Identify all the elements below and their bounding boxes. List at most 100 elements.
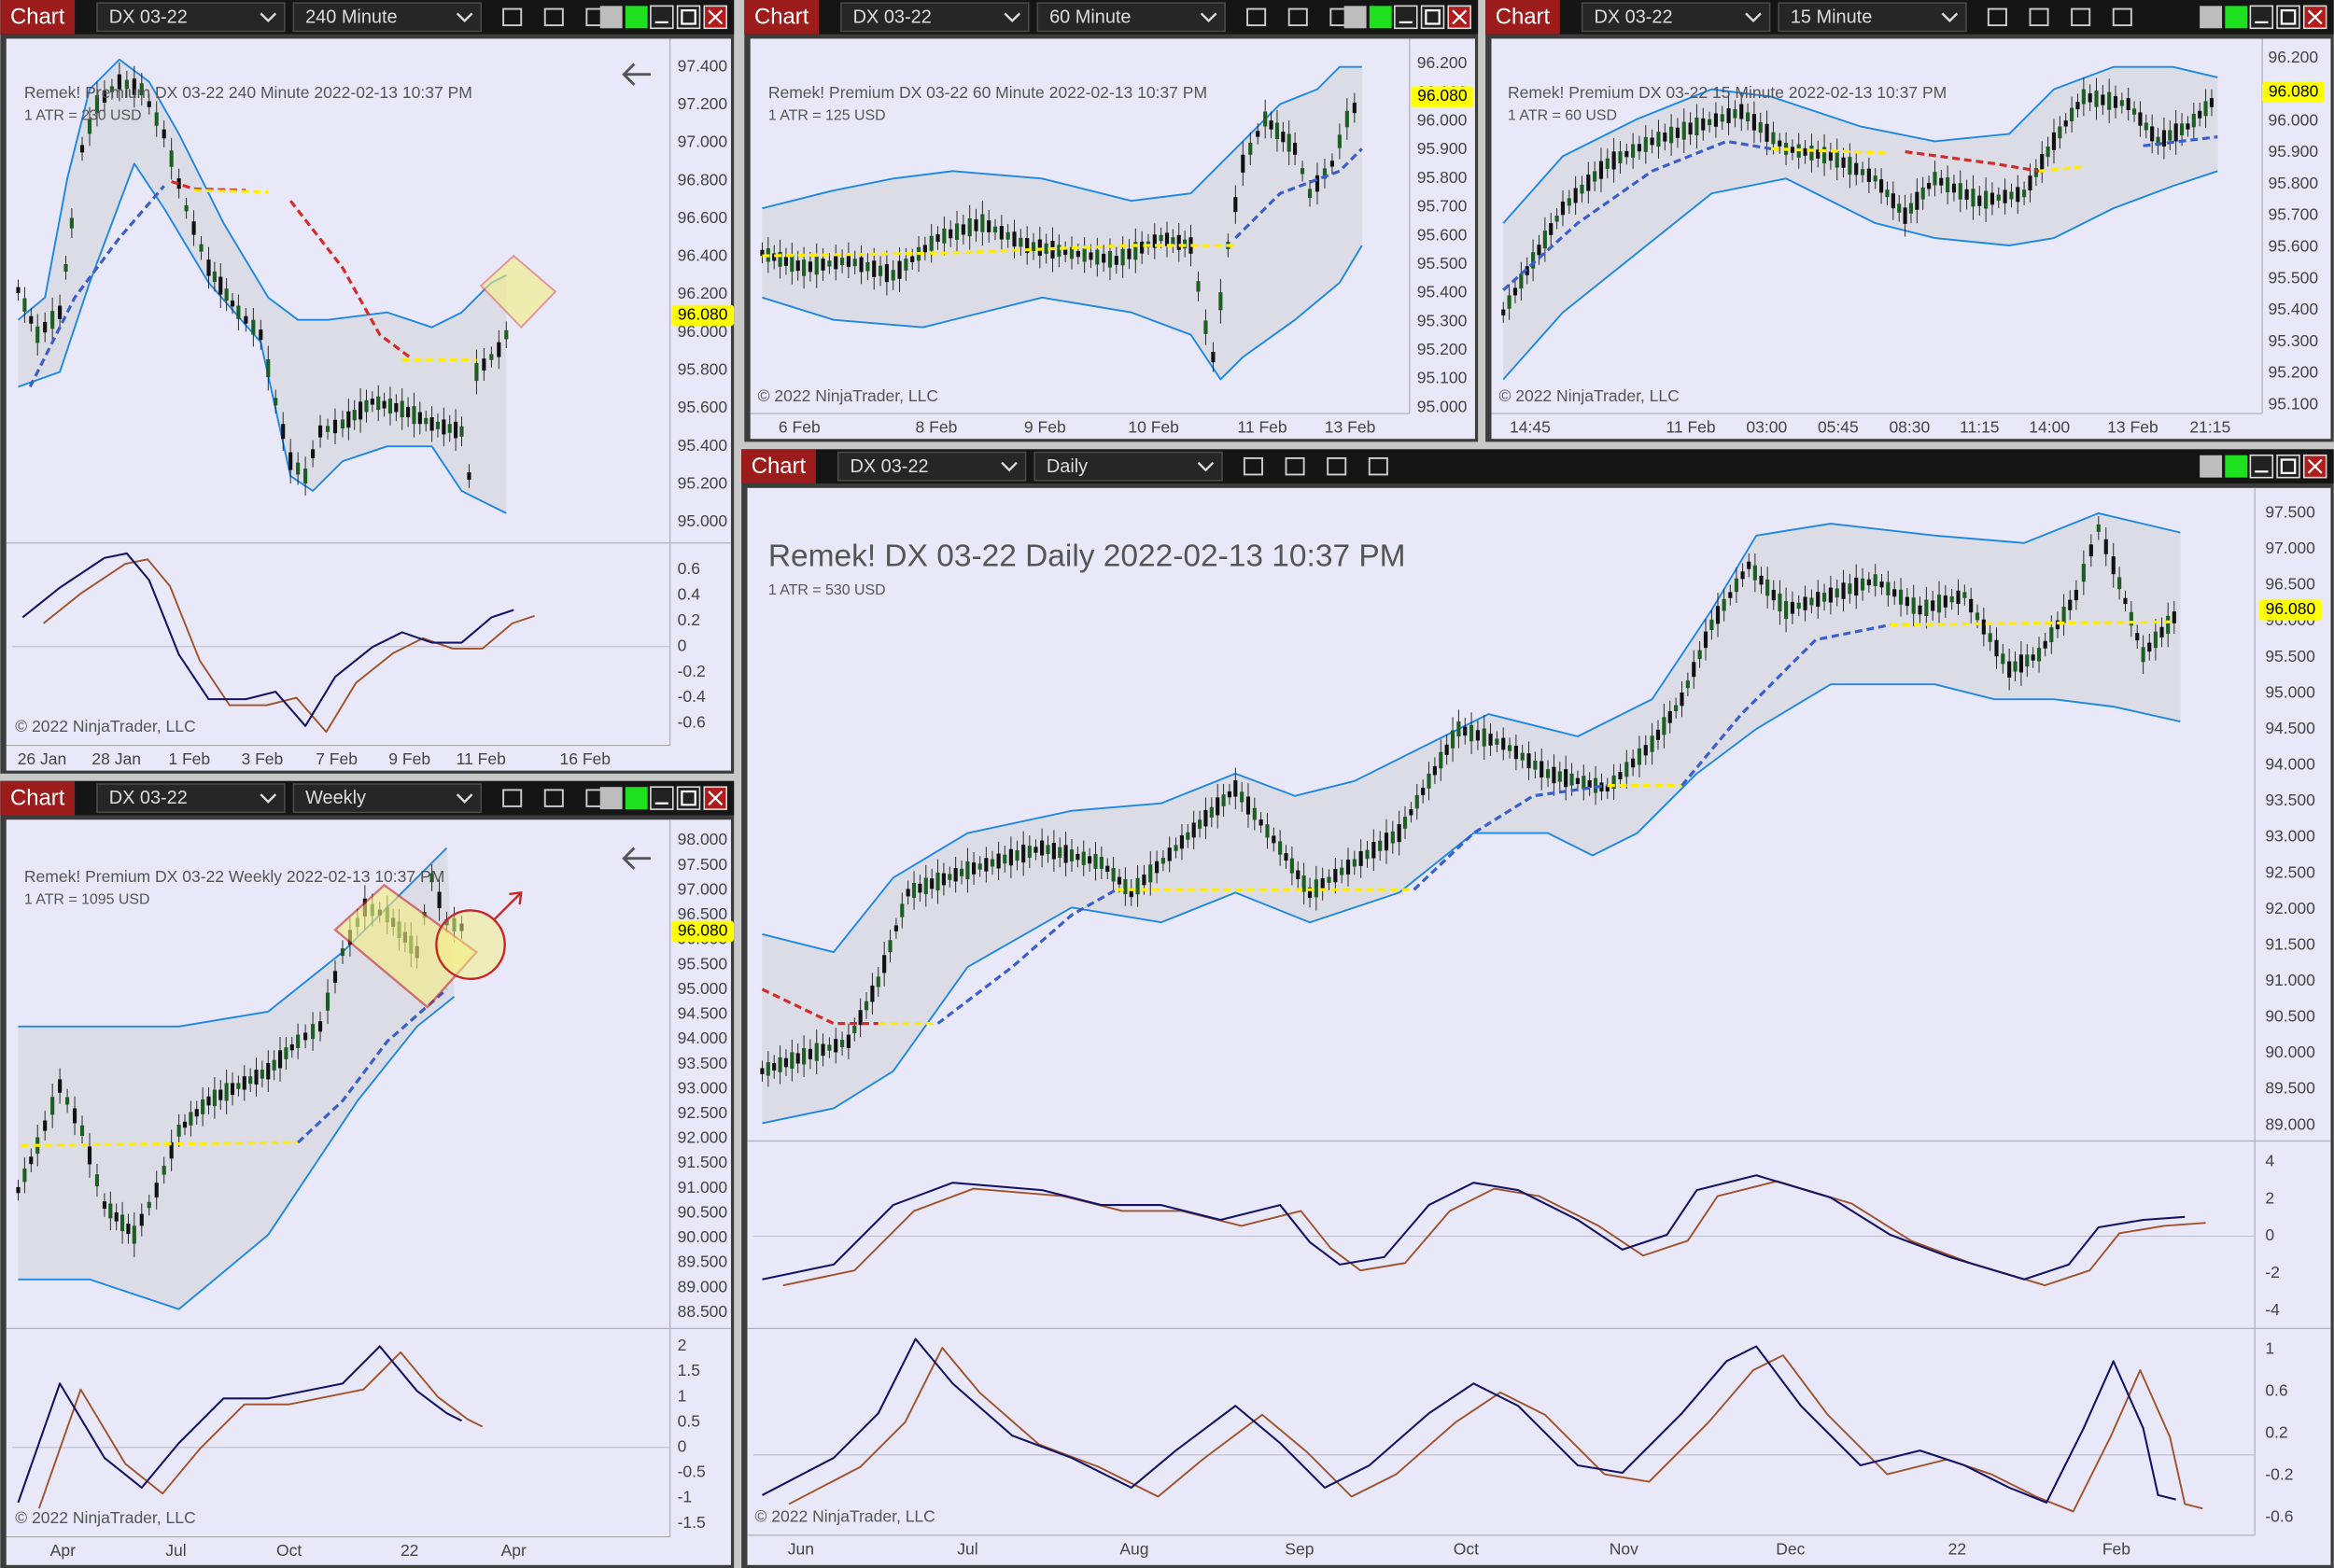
trailing-stop xyxy=(28,185,165,388)
workspace-gray-button[interactable] xyxy=(2200,455,2223,478)
minimize-button[interactable] xyxy=(650,5,674,30)
candle-body xyxy=(1681,121,1686,140)
timeframe-dropdown[interactable] xyxy=(1778,2,1967,33)
candle-body xyxy=(808,261,812,273)
candle-body xyxy=(244,315,248,324)
candle-body xyxy=(893,925,898,931)
toolbar-icon[interactable] xyxy=(1246,7,1267,27)
candle-body xyxy=(1127,248,1132,259)
candle-body xyxy=(1879,179,1884,193)
toolbar-icon[interactable] xyxy=(1285,456,1305,476)
candle-body xyxy=(1345,860,1351,875)
candle-body xyxy=(910,256,915,262)
candle-body xyxy=(162,1166,166,1175)
maximize-button[interactable] xyxy=(2276,454,2300,479)
minimize-button[interactable] xyxy=(1394,5,1418,30)
candle-body xyxy=(266,1062,271,1080)
link-green-button[interactable] xyxy=(625,787,648,810)
timeframe-label: Weekly xyxy=(305,788,366,808)
workspace-gray-button[interactable] xyxy=(2200,6,2223,29)
toolbar-icon[interactable] xyxy=(543,7,564,27)
candle-body xyxy=(2107,91,2112,110)
candle-body xyxy=(387,399,393,414)
candle-body xyxy=(891,270,895,281)
candle-body xyxy=(2081,89,2086,105)
candle-body xyxy=(1111,868,1116,882)
timeframe-dropdown[interactable] xyxy=(292,2,482,33)
workspace-gray-button[interactable] xyxy=(599,6,623,29)
workspace-gray-button[interactable] xyxy=(599,787,623,810)
toolbar-icon[interactable] xyxy=(1987,7,2007,27)
chart-tab[interactable] xyxy=(0,780,76,816)
chart-tab[interactable] xyxy=(744,0,820,35)
timeframe-dropdown[interactable] xyxy=(1033,451,1223,482)
candle-body xyxy=(1994,639,1999,657)
instrument-dropdown[interactable] xyxy=(1581,2,1771,33)
toolbar-icon[interactable] xyxy=(1368,456,1388,476)
toolbar-icon[interactable] xyxy=(1243,456,1263,476)
candle-body xyxy=(108,1203,113,1219)
price-axis-label: 92.000 xyxy=(678,1128,728,1147)
maximize-button[interactable] xyxy=(676,786,701,810)
toolbar-icon[interactable] xyxy=(2071,7,2091,27)
candle-body xyxy=(1456,721,1461,736)
chart-tab[interactable] xyxy=(741,449,816,484)
maximize-icon xyxy=(681,790,696,806)
toolbar-icon[interactable] xyxy=(502,7,523,27)
candle-body xyxy=(1860,578,1865,591)
toolbar-icon[interactable] xyxy=(543,789,564,807)
candle-body xyxy=(1848,583,1852,595)
instrument-dropdown[interactable] xyxy=(96,783,286,814)
candle-body xyxy=(1300,168,1305,175)
link-green-button[interactable] xyxy=(625,6,648,29)
candle-body xyxy=(1656,132,1661,147)
back-arrow[interactable] xyxy=(622,63,651,86)
candle-body xyxy=(230,300,235,307)
toolbar-icon[interactable] xyxy=(2029,7,2049,27)
minimize-button[interactable] xyxy=(2249,5,2274,30)
candle-body xyxy=(1258,819,1263,826)
link-green-button[interactable] xyxy=(1369,6,1392,29)
minimize-button[interactable] xyxy=(650,786,674,810)
candle-body xyxy=(16,1186,21,1194)
candle-body xyxy=(1854,162,1859,175)
candle-body xyxy=(50,311,55,329)
timeframe-label: 240 Minute xyxy=(305,7,398,27)
workspace-gray-button[interactable] xyxy=(1343,6,1367,29)
chart-header: Remek! DX 03-22 Daily 2022-02-13 10:37 P… xyxy=(768,539,1406,574)
candle-body xyxy=(317,1021,323,1032)
minimize-button[interactable] xyxy=(2249,454,2274,479)
candle-body xyxy=(876,976,880,987)
timeframe-dropdown[interactable] xyxy=(1036,2,1226,33)
toolbar-icon[interactable] xyxy=(2112,7,2132,27)
maximize-button[interactable] xyxy=(676,5,701,30)
candle-body xyxy=(778,251,782,267)
chart-tab[interactable] xyxy=(1485,0,1560,35)
candle-body xyxy=(1618,151,1623,163)
timeframe-dropdown[interactable] xyxy=(292,783,482,814)
instrument-dropdown[interactable] xyxy=(840,2,1030,33)
candle-body xyxy=(1557,771,1562,782)
back-arrow[interactable] xyxy=(622,847,651,870)
instrument-dropdown[interactable] xyxy=(837,451,1027,482)
candle-body xyxy=(1816,149,1821,159)
price-axis-label: 95.600 xyxy=(1417,225,1468,244)
candle-body xyxy=(1759,575,1764,585)
toolbar-icon[interactable] xyxy=(1287,7,1308,27)
maximize-button[interactable] xyxy=(2276,5,2300,30)
candle-body xyxy=(941,873,946,886)
maximize-button[interactable] xyxy=(1420,5,1445,30)
candle-body xyxy=(1154,861,1160,874)
toolbar-icon[interactable] xyxy=(502,789,523,807)
chart-tab[interactable] xyxy=(0,0,76,35)
link-green-button[interactable] xyxy=(2225,6,2248,29)
candle-body xyxy=(1758,122,1763,133)
candle-body xyxy=(882,955,887,973)
close-icon xyxy=(2307,9,2323,25)
candle-body xyxy=(1701,118,1706,131)
candle-body xyxy=(1501,737,1506,750)
instrument-dropdown[interactable] xyxy=(96,2,286,33)
link-green-button[interactable] xyxy=(2225,455,2248,478)
toolbar-icon[interactable] xyxy=(1327,456,1347,476)
